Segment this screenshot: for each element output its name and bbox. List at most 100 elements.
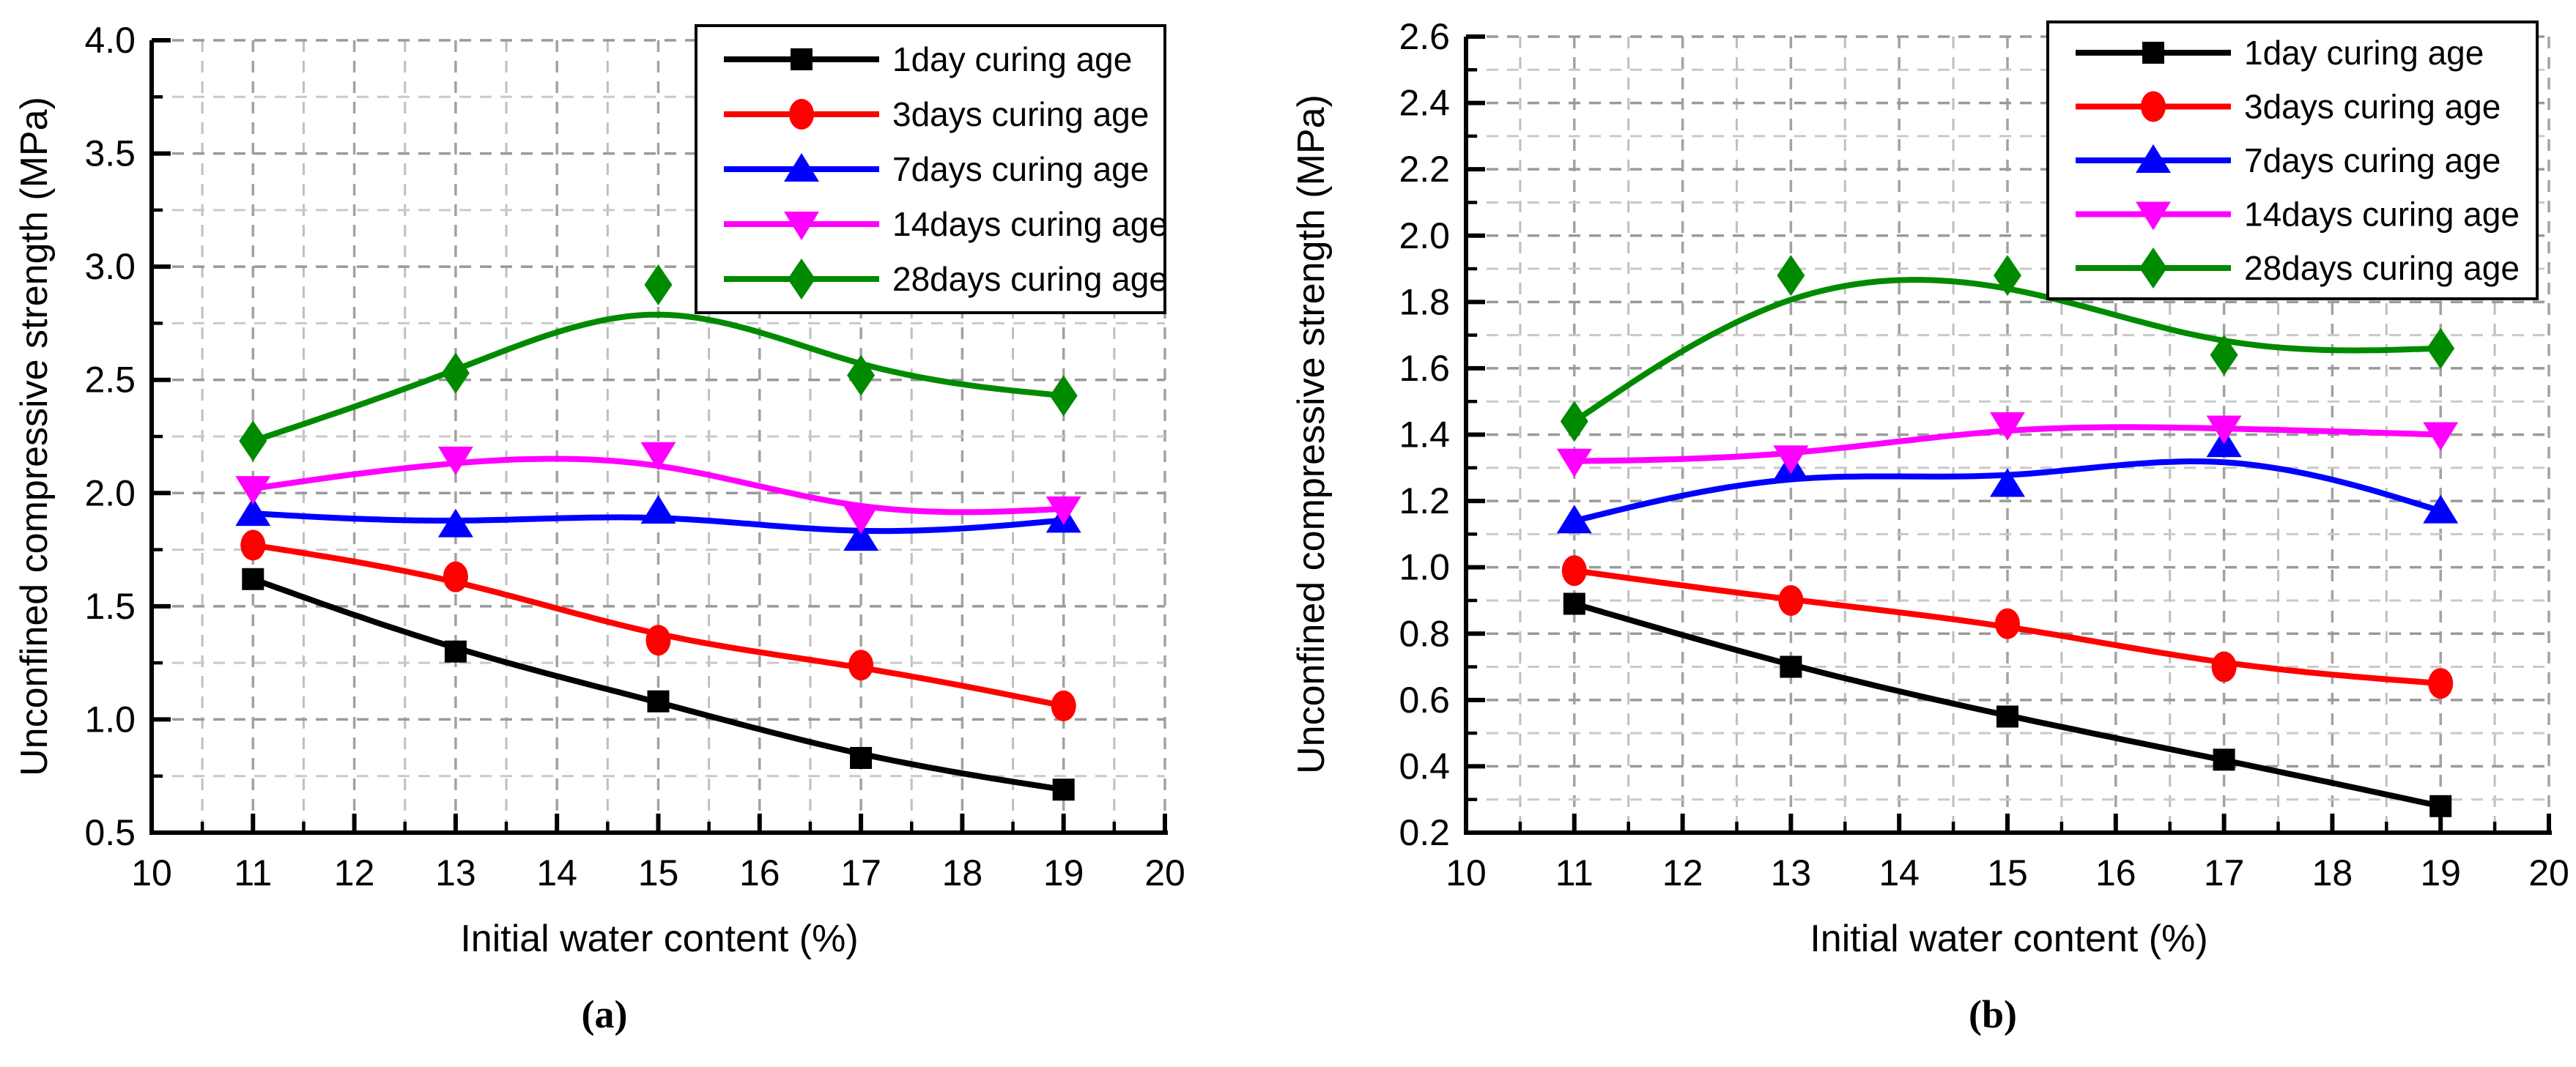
diamond-icon xyxy=(239,420,267,462)
y-tick-label: 0.4 xyxy=(1399,746,1450,787)
legend-item: 7days curing age xyxy=(724,150,1149,188)
legend-item: 28days curing age xyxy=(724,259,1168,300)
circle-icon xyxy=(1995,608,2020,639)
triangle-down-icon xyxy=(640,442,676,471)
legend-label: 7days curing age xyxy=(2244,141,2501,179)
circle-icon xyxy=(2428,668,2454,699)
y-tick-label: 0.8 xyxy=(1399,613,1450,654)
triangle-down-icon xyxy=(1990,412,2025,441)
diamond-icon xyxy=(2210,334,2238,376)
triangle-up-icon xyxy=(843,522,879,551)
x-tick-label: 14 xyxy=(1879,852,1920,893)
triangle-up-icon xyxy=(640,495,676,524)
x-tick-label: 10 xyxy=(131,852,172,893)
legend-item: 28days curing age xyxy=(2076,248,2520,289)
series-markers-28days-curing-age xyxy=(1560,255,2455,442)
square-icon xyxy=(2429,795,2452,817)
legend-item: 14days curing age xyxy=(2076,196,2520,234)
legend-item: 1day curing age xyxy=(2076,34,2484,72)
triangle-down-icon xyxy=(1045,496,1081,525)
x-tick-label: 19 xyxy=(2420,852,2461,893)
y-tick-label: 2.6 xyxy=(1399,16,1450,57)
series-markers-14days-curing-age xyxy=(1556,412,2459,477)
diamond-icon xyxy=(441,352,470,394)
y-axis-title-a: Unconfined compressive strength (MPa) xyxy=(13,97,56,776)
y-tick-label: 2.0 xyxy=(1399,215,1450,256)
square-icon xyxy=(850,746,873,769)
triangle-up-icon xyxy=(1556,505,1592,534)
legend-item: 3days curing age xyxy=(724,95,1149,133)
circle-icon xyxy=(1778,584,1804,616)
y-tick-label: 1.5 xyxy=(84,586,136,627)
y-tick-label: 1.2 xyxy=(1399,480,1450,521)
y-tick-label: 2.0 xyxy=(84,472,136,513)
square-icon xyxy=(2142,42,2164,64)
legend-item: 1day curing age xyxy=(724,40,1132,78)
diamond-icon xyxy=(1777,255,1805,297)
x-tick-label: 12 xyxy=(1662,852,1703,893)
square-icon xyxy=(1563,592,1585,615)
y-tick-label: 3.5 xyxy=(84,133,136,174)
x-tick-label: 15 xyxy=(638,852,679,893)
circle-icon xyxy=(443,561,468,592)
legend-item: 7days curing age xyxy=(2076,141,2501,179)
circle-icon xyxy=(2141,91,2166,122)
triangle-up-icon xyxy=(437,508,473,538)
y-axis-title-b: Unconfined compressive strength (MPa) xyxy=(1290,94,1333,774)
diamond-icon xyxy=(2427,327,2455,369)
y-tick-label: 1.0 xyxy=(84,699,136,740)
legend-label: 1day curing age xyxy=(892,40,1132,78)
triangle-up-icon xyxy=(1990,468,2025,497)
legend-label: 14days curing age xyxy=(2244,196,2520,234)
series-markers-3days-curing-age xyxy=(1561,555,2454,699)
y-tick-label: 4.0 xyxy=(84,20,136,61)
legend-b: 1day curing age 3days curing age 7days cur… xyxy=(2046,21,2539,300)
circle-icon xyxy=(1051,690,1076,721)
x-tick-label: 18 xyxy=(942,852,983,893)
legend-label: 28days curing age xyxy=(892,260,1168,298)
chart-b-group: 0.2 0.4 0.6 0.8 1.0 1.2 1.4 1.6 1.8 2.0 2.2 2.4 2.6 1… xyxy=(1399,16,2569,893)
y-tick-label: 3.0 xyxy=(84,246,136,287)
x-tick-label: 13 xyxy=(435,852,476,893)
legend-label: 14days curing age xyxy=(892,205,1168,243)
x-tick-label: 14 xyxy=(536,852,577,893)
x-tick-label: 12 xyxy=(334,852,375,893)
series-markers-3days-curing-age xyxy=(240,529,1076,721)
square-icon xyxy=(1052,778,1075,801)
legend-a: 1day curing age 3days curing age 7days cur… xyxy=(695,24,1168,314)
x-axis-title-a: Initial water content (%) xyxy=(460,918,859,960)
triangle-up-icon xyxy=(784,153,819,182)
x-tick-label: 17 xyxy=(840,852,881,893)
triangle-down-icon xyxy=(437,446,473,475)
triangle-down-icon xyxy=(235,476,271,505)
y-tick-label: 2.4 xyxy=(1399,83,1450,124)
square-icon xyxy=(2213,748,2235,771)
y-tick-label: 2.5 xyxy=(84,360,136,401)
x-tick-label: 15 xyxy=(1987,852,2028,893)
series-line-28days-curing-age xyxy=(250,311,1067,445)
series-markers-1day-curing-age xyxy=(1563,592,2452,817)
caption-b: (b) xyxy=(1969,992,2017,1036)
y-tick-label: 0.6 xyxy=(1399,680,1450,721)
square-icon xyxy=(791,48,813,70)
x-tick-label: 17 xyxy=(2204,852,2245,893)
diamond-icon xyxy=(1560,401,1588,442)
triangle-down-icon xyxy=(843,505,879,535)
x-tick-label: 20 xyxy=(1144,852,1185,893)
x-tick-label: 11 xyxy=(234,852,272,893)
square-icon xyxy=(1780,655,1802,678)
circle-icon xyxy=(1561,555,1587,587)
x-tick-label: 10 xyxy=(1446,852,1487,893)
triangle-down-icon xyxy=(1556,448,1592,477)
triangle-up-icon xyxy=(2423,494,2459,524)
y-tick-label: 1.8 xyxy=(1399,281,1450,322)
y-tick-label: 1.0 xyxy=(1399,547,1450,588)
x-tick-label: 16 xyxy=(739,852,780,893)
x-tick-label: 20 xyxy=(2528,852,2569,893)
diamond-icon xyxy=(1049,375,1078,417)
series-markers-14days-curing-age xyxy=(235,442,1081,535)
x-axis-title-b: Initial water content (%) xyxy=(1810,918,2208,960)
triangle-up-icon xyxy=(2136,144,2171,173)
